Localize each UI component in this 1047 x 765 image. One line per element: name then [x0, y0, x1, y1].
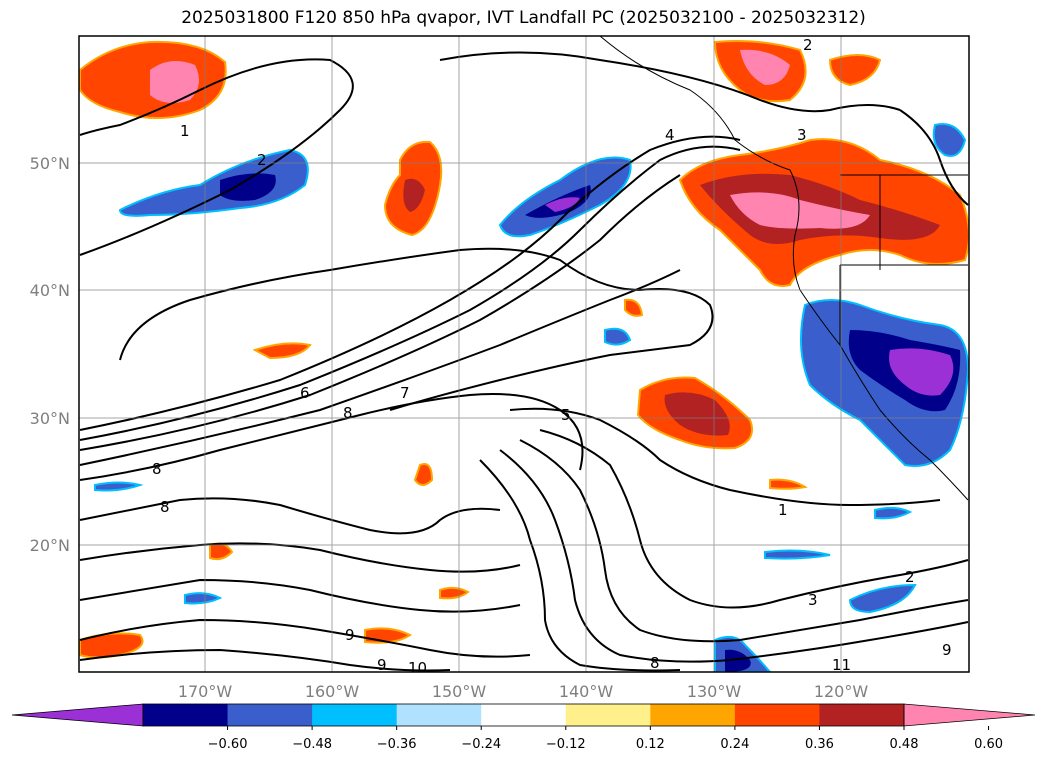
lon-tick: 130°W [687, 682, 742, 701]
contour-label: 2 [905, 568, 915, 586]
lat-tick: 20°N [30, 536, 70, 555]
lat-tick: 40°N [30, 281, 70, 300]
contour-label: 1 [180, 122, 190, 140]
lat-tick-labels: 50°N 40°N 30°N 20°N [30, 154, 70, 555]
contour-label: 8 [152, 460, 162, 478]
colorbar-frame [142, 703, 905, 727]
lat-tick: 30°N [30, 409, 70, 428]
lat-tick: 50°N [30, 154, 70, 173]
colorbar-tick-label: −0.60 [208, 737, 248, 752]
colorbar-tick-label: −0.36 [377, 737, 417, 752]
contour-label: 8 [343, 404, 353, 422]
colorbar-segment [819, 704, 905, 726]
ivt-contours [79, 51, 969, 672]
contour-label: 3 [808, 591, 818, 609]
contour-label: 8 [650, 654, 660, 672]
contour-label: 6 [300, 384, 310, 402]
colorbar-tick-label: −0.12 [546, 737, 586, 752]
contour-label: 8 [160, 498, 170, 516]
contour-label: 4 [665, 126, 675, 144]
contour-label: 5 [561, 406, 571, 424]
contour-label: 9 [345, 626, 355, 644]
contour-label: 11 [832, 656, 851, 674]
contour-label: 2 [803, 36, 813, 54]
contour-label: 2 [257, 151, 267, 169]
lon-tick: 120°W [814, 682, 869, 701]
contour-label: 9 [377, 656, 387, 674]
map-title: 2025031800 F120 850 hPa qvapor, IVT Land… [181, 8, 866, 28]
colorbar-segment [565, 704, 651, 726]
contour-label: 7 [400, 384, 410, 402]
map-frame [78, 35, 970, 673]
colorbar-segment [312, 704, 398, 726]
anomaly-shading [79, 40, 969, 672]
graticule [79, 36, 969, 672]
colorbar-tick-label: 0.48 [890, 737, 919, 752]
lon-tick-labels: 170°W 160°W 150°W 140°W 130°W 120°W [178, 682, 869, 701]
colorbar-tick-label: 0.24 [720, 737, 749, 752]
colorbar-tick-label: 0.60 [974, 737, 1003, 752]
colorbar-tick-label: −0.24 [461, 737, 501, 752]
map-content: 1 2 2 3 4 5 6 7 8 8 8 8 9 9 10 11 1 3 2 … [79, 36, 969, 677]
colorbar-segment [650, 704, 736, 726]
colorbar-segment [734, 704, 820, 726]
lon-tick: 140°W [559, 682, 614, 701]
lon-tick: 160°W [305, 682, 360, 701]
contour-label: 10 [408, 659, 427, 677]
contour-label: 9 [942, 641, 952, 659]
lon-tick: 170°W [178, 682, 233, 701]
contour-label: 3 [797, 126, 807, 144]
colorbar-extend-min [11, 703, 144, 727]
colorbar-tick-label: 0.36 [805, 737, 834, 752]
colorbar: −0.60 −0.48 −0.36 −0.24 −0.12 0.12 0.24 0.36 0.4… [11, 703, 1036, 752]
colorbar-segment [227, 704, 313, 726]
contour-label-group: 1 2 2 3 4 5 6 7 8 8 8 8 9 9 10 11 1 3 2 … [152, 36, 952, 677]
colorbar-extend-max [903, 703, 1036, 727]
colorbar-tick-label: 0.12 [636, 737, 665, 752]
colorbar-segment [481, 704, 567, 726]
colorbar-segment [143, 704, 229, 726]
contour-label: 1 [778, 501, 788, 519]
colorbar-tick-label: −0.48 [292, 737, 332, 752]
colorbar-segment [396, 704, 482, 726]
lon-tick: 150°W [432, 682, 487, 701]
